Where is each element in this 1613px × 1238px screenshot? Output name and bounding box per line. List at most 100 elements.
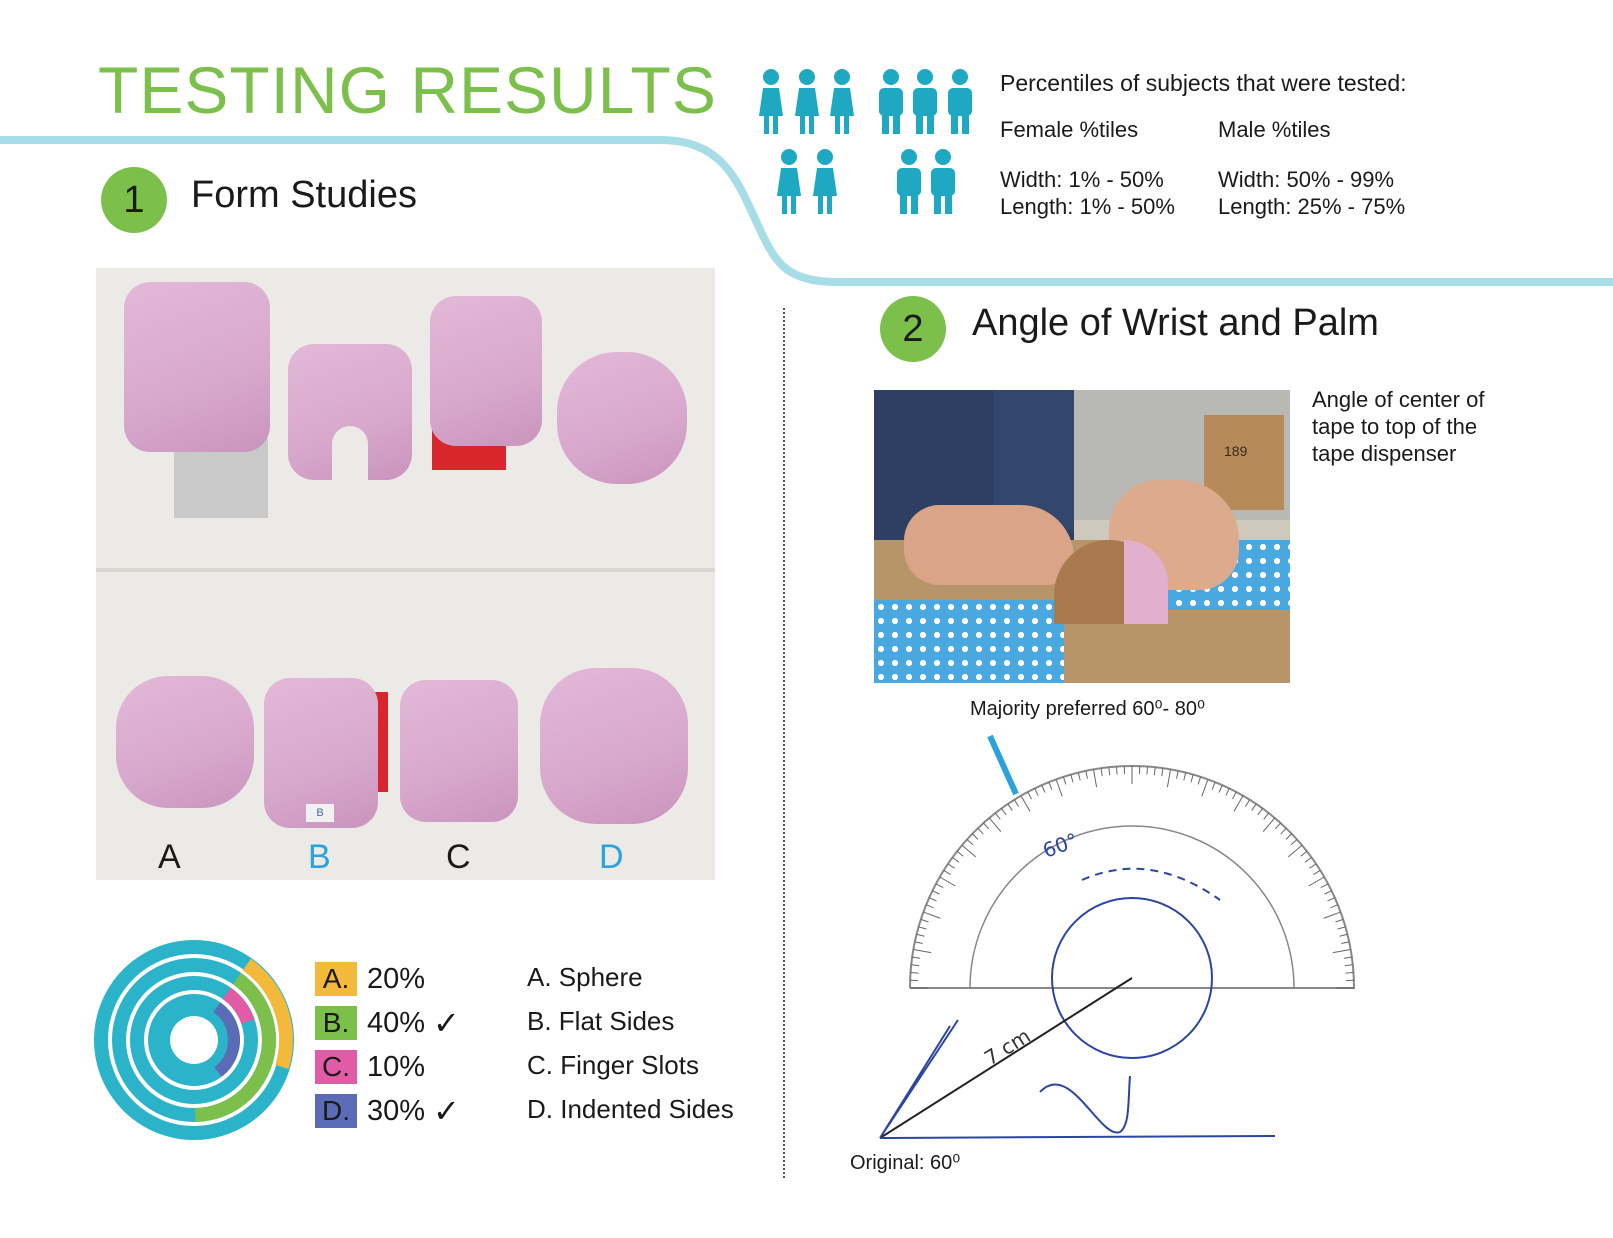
protractor-tick — [939, 876, 956, 887]
legend-row-a: A. 20% — [315, 962, 425, 996]
caption-line-3: tape dispenser — [1312, 441, 1457, 466]
protractor-tick — [1146, 766, 1148, 775]
protractor-tick — [1290, 839, 1298, 846]
legend-row-c: C. 10% — [315, 1050, 425, 1084]
protractor-tick — [1244, 799, 1251, 807]
protractor-tick — [1027, 791, 1032, 800]
protractor-tick — [1190, 774, 1194, 783]
protractor-tick — [943, 869, 951, 876]
protractor-tick — [947, 863, 955, 869]
protractor-tick — [971, 833, 979, 840]
male-figure-icon — [879, 69, 972, 214]
protractor-tick — [1116, 766, 1118, 775]
protractor-tick — [1330, 904, 1339, 909]
protractor-tick — [1077, 772, 1081, 781]
protractor-tick — [956, 850, 964, 857]
legend-percent-a: 20% — [367, 962, 426, 995]
protractor-tick — [1344, 964, 1353, 967]
protractor-tick — [912, 956, 921, 959]
photo-label-d: D — [599, 838, 624, 876]
checkmark-icon: ✓ — [433, 1005, 460, 1041]
protractor-tick — [1108, 767, 1111, 776]
protractor-tick — [1339, 933, 1348, 937]
option-name-c: C. Finger Slots — [527, 1050, 699, 1080]
page-title: TESTING RESULTS — [98, 53, 717, 127]
protractor-tick — [1304, 857, 1312, 863]
female-width: Width: 1% - 50% — [1000, 167, 1164, 192]
header-wave-line — [0, 136, 1613, 286]
section-title-form-studies: Form Studies — [191, 174, 417, 216]
protractor-tick — [1092, 769, 1098, 788]
protractor-tick — [1323, 911, 1341, 919]
protractor-tick — [932, 890, 940, 895]
protractor-tick — [1233, 795, 1244, 812]
protractor-tick — [1300, 850, 1308, 857]
protractor-tick — [1274, 822, 1281, 830]
percentiles-heading: Percentiles of subjects that were tested… — [1000, 70, 1407, 96]
protractor-tick — [1153, 767, 1156, 776]
female-length: Length: 1% - 50% — [1000, 194, 1175, 219]
male-percentiles-label: Male %tiles — [1218, 117, 1331, 142]
legend-percent-b: 40% — [367, 1006, 426, 1039]
protractor-tick — [994, 812, 1001, 820]
protractor-tick — [988, 817, 1002, 833]
protractor-tick — [977, 827, 984, 835]
protractor-tick — [1183, 772, 1187, 781]
female-percentiles-label: Female %tiles — [1000, 117, 1139, 142]
protractor-tick — [920, 918, 929, 923]
protractor-tick — [1341, 941, 1350, 944]
protractor-tick — [1324, 890, 1332, 895]
people-icon-group — [759, 69, 972, 214]
donut-arc-c — [130, 976, 258, 1104]
option-name-a: A. Sphere — [527, 962, 643, 992]
caption-line-1: Angle of center of — [1312, 387, 1485, 412]
photo-label-c: C — [446, 838, 471, 876]
protractor-tick — [1251, 803, 1257, 811]
protractor-tick — [1013, 799, 1020, 807]
protractor-tick — [961, 844, 977, 858]
results-donut-chart — [94, 940, 294, 1140]
section-number-1: 1 — [101, 167, 167, 233]
protractor-tick — [1176, 770, 1179, 779]
protractor-tick — [1161, 768, 1164, 777]
protractor-tick — [1285, 833, 1293, 840]
photo-label-a: A — [158, 838, 181, 876]
protractor-tick — [1001, 808, 1007, 816]
protractor-tick — [1211, 781, 1216, 790]
protractor-tick — [916, 933, 925, 937]
protractor-tick — [1055, 779, 1063, 797]
protractor-tick — [983, 822, 990, 830]
protractor-tick — [911, 964, 920, 967]
wrist-angle-photo: 189 — [874, 390, 1290, 683]
donut-arc-b — [112, 958, 276, 1122]
protractor-tick — [1309, 863, 1317, 869]
block-tag: B — [306, 804, 334, 822]
protractor-tick — [910, 972, 919, 974]
protractor-sketch: 60° 7 cm — [879, 734, 1356, 1139]
female-figure-icon — [759, 69, 854, 214]
legend-swatch-b: B. — [315, 1006, 357, 1040]
protractor-tick — [1197, 776, 1202, 785]
box-label: 189 — [1224, 443, 1248, 459]
protractor-tick — [1263, 812, 1270, 820]
legend-swatch-c: C. — [315, 1050, 357, 1084]
protractor-tick — [1034, 788, 1039, 796]
protractor-tick — [1343, 956, 1352, 959]
majority-preferred-label: Majority preferred 60⁰- 80⁰ — [970, 698, 1206, 720]
protractor-tick — [1320, 883, 1329, 888]
protractor-tick — [1020, 795, 1031, 812]
original-angle-label: Original: 60⁰ — [850, 1152, 961, 1174]
protractor-tick — [1313, 869, 1321, 876]
protractor-tick — [1262, 817, 1276, 833]
column-divider — [783, 308, 785, 1178]
protractor-tick — [1337, 926, 1346, 930]
donut-arc-d — [148, 994, 240, 1086]
protractor-tick — [1100, 768, 1103, 777]
protractor-tick — [1327, 897, 1336, 902]
protractor-tick — [1308, 876, 1325, 887]
protractor-tick — [1280, 827, 1287, 835]
male-length: Length: 25% - 75% — [1218, 194, 1406, 219]
protractor-tick — [1070, 774, 1074, 783]
photo-label-b: B — [308, 838, 331, 876]
legend-swatch-d: D. — [315, 1094, 357, 1128]
